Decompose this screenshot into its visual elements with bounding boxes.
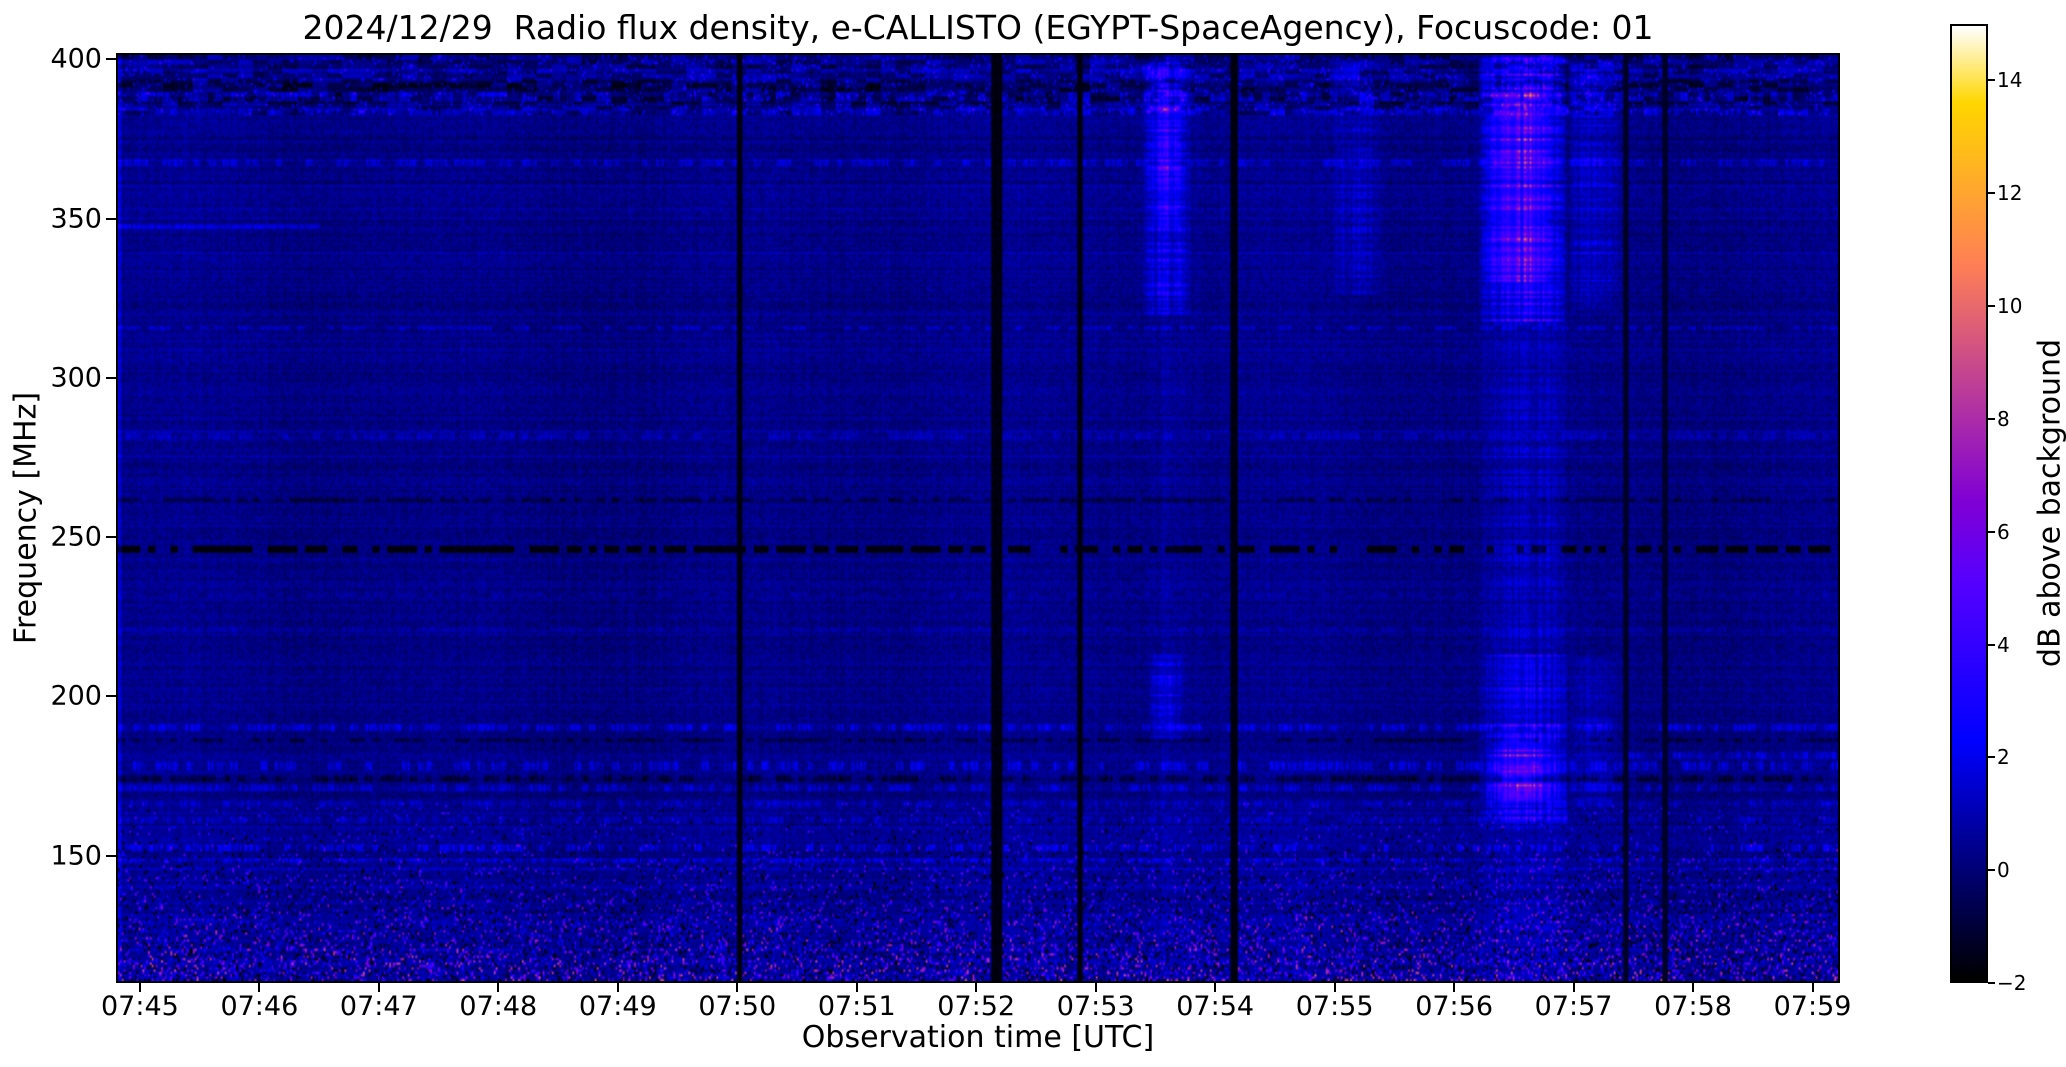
x-tick-label: 07:54 [1176,991,1255,1022]
x-tick-mark [1333,983,1336,992]
colorbar-tick-mark [1988,756,1995,759]
y-tick-label: 200 [50,680,102,712]
colorbar-tick-label: 10 [1997,294,2023,319]
x-tick-label: 07:58 [1654,991,1732,1022]
colorbar-tick-mark [1988,982,1995,984]
y-axis-label: Frequency [MHz] [8,391,44,645]
colorbar-tick-mark [1988,305,1995,308]
colorbar-tick-label: 2 [1997,745,2010,770]
x-tick-label: 07:49 [578,991,657,1022]
x-tick-mark [138,983,141,992]
x-tick-mark [1453,983,1456,992]
colorbar-tick-label: 14 [1997,68,2023,93]
colorbar [1950,24,1988,983]
colorbar-tick-mark [1988,417,1995,420]
x-tick-mark [377,983,380,992]
y-tick-label: 400 [50,43,102,75]
y-tick-label: 350 [50,203,102,235]
x-tick-label: 07:48 [459,991,538,1022]
x-tick-label: 07:55 [1295,991,1374,1022]
colorbar-tick-label: 12 [1997,181,2023,206]
x-tick-label: 07:59 [1773,991,1852,1022]
colorbar-tick-mark [1988,530,1995,533]
colorbar-tick-label: 0 [1997,858,2010,883]
y-tick-mark [106,376,116,379]
y-tick-label: 300 [50,362,102,394]
x-tick-mark [736,983,739,992]
x-tick-label: 07:45 [100,991,179,1022]
x-tick-mark [855,983,858,992]
x-tick-mark [497,983,500,992]
y-tick-mark [106,854,116,857]
x-tick-label: 07:47 [339,991,418,1022]
x-tick-label: 07:50 [698,991,777,1022]
x-tick-mark [1214,983,1217,992]
chart-title: 2024/12/29 Radio flux density, e-CALLIST… [302,8,1654,47]
x-tick-mark [616,983,619,992]
x-tick-mark [258,983,261,992]
x-tick-mark [975,983,978,992]
colorbar-tick-mark [1988,643,1995,646]
x-tick-label: 07:53 [1056,991,1135,1022]
x-axis-label: Observation time [UTC] [801,1020,1155,1055]
x-tick-label: 07:57 [1534,991,1613,1022]
colorbar-tick-label: 6 [1997,519,2010,544]
plot-area [116,53,1840,983]
colorbar-tick-mark [1988,192,1995,195]
y-tick-mark [106,58,116,61]
y-tick-mark [106,695,116,698]
y-tick-label: 250 [50,521,102,553]
y-tick-label: 150 [50,840,102,872]
y-tick-mark [106,217,116,220]
colorbar-tick-mark [1988,869,1995,872]
colorbar-tick-label: 4 [1997,632,2010,657]
colorbar-tick-label: −2 [1997,971,2027,995]
x-tick-label: 07:46 [220,991,299,1022]
spectrogram-canvas [118,55,1838,981]
x-tick-label: 07:56 [1415,991,1493,1022]
y-tick-mark [106,536,116,539]
x-tick-label: 07:51 [817,991,896,1022]
x-tick-mark [1572,983,1575,992]
x-tick-mark [1094,983,1097,992]
x-tick-label: 07:52 [937,991,1016,1022]
colorbar-tick-label: 8 [1997,406,2010,431]
colorbar-tick-mark [1988,79,1995,82]
colorbar-gradient-canvas [1952,26,1986,981]
x-tick-mark [1692,983,1695,992]
colorbar-label: dB above background [2032,338,2066,668]
x-tick-mark [1811,983,1814,992]
